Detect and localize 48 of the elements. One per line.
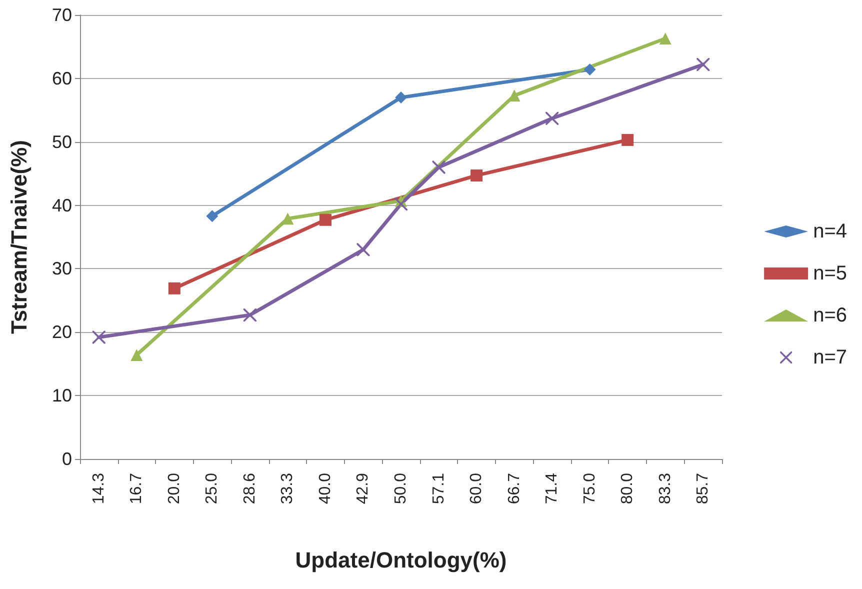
- y-tick-label: 0: [62, 449, 72, 469]
- point: [584, 64, 596, 76]
- point: [432, 160, 446, 174]
- y-tick-label: 20: [52, 322, 72, 342]
- x-tick-label: 80.0: [619, 472, 636, 504]
- point: [546, 112, 559, 125]
- x-tick-label: 75.0: [581, 472, 598, 504]
- x-axis-title: Update/Ontology(%): [295, 548, 507, 572]
- x-tick-label: 66.7: [506, 472, 523, 504]
- point: [130, 348, 143, 361]
- point: [243, 308, 256, 322]
- x-tick-label: 16.7: [128, 472, 146, 504]
- x-tick-label: 57.1: [430, 472, 448, 504]
- y-tick-label: 40: [52, 195, 72, 216]
- point: [622, 134, 634, 146]
- x-tick-label: 14.3: [90, 472, 108, 504]
- y-tick-label: 70: [52, 5, 72, 25]
- x-tick-label: 42.9: [354, 472, 372, 504]
- point: [282, 212, 294, 225]
- point: [470, 169, 483, 182]
- point: [92, 330, 106, 344]
- y-axis-title: Tstream/Tnaive(%): [6, 140, 32, 334]
- point: [356, 243, 370, 256]
- point: [319, 214, 332, 226]
- legend-label: n=5: [813, 262, 848, 284]
- x-tick-label: 71.4: [544, 472, 561, 504]
- point: [168, 282, 180, 294]
- x-tick-label: 83.3: [656, 472, 674, 504]
- x-tick-label: 60.0: [468, 472, 486, 504]
- y-tick-label: 50: [52, 132, 72, 152]
- point: [395, 91, 407, 104]
- y-tick-label: 60: [52, 68, 72, 88]
- x-tick-label: 25.0: [204, 472, 221, 504]
- point: [206, 210, 218, 222]
- point: [659, 32, 672, 44]
- legend-label: n=7: [813, 346, 848, 368]
- y-tick-label: 10: [52, 386, 72, 406]
- x-tick-label: 40.0: [316, 472, 334, 504]
- legend-label: n=6: [813, 304, 848, 326]
- point: [394, 198, 408, 211]
- point: [696, 58, 710, 71]
- x-tick-label: 85.7: [694, 472, 712, 504]
- x-tick-label: 33.3: [279, 472, 296, 504]
- x-tick-label: 50.0: [392, 472, 410, 504]
- x-tick-label: 28.6: [241, 472, 258, 504]
- y-tick-label: 30: [52, 258, 72, 279]
- legend-label: n=4: [813, 220, 848, 242]
- x-tick-label: 20.0: [166, 472, 183, 504]
